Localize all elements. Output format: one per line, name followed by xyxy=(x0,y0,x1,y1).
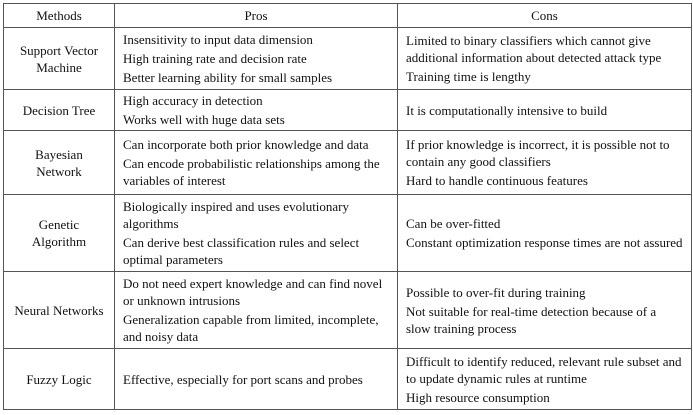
cons-item: Hard to handle continuous features xyxy=(406,173,588,188)
header-pros: Pros xyxy=(114,3,398,28)
table-row: Neural Networks Do not need expert knowle… xyxy=(3,271,692,349)
cons-cell: It is computationally intensive to build xyxy=(397,89,692,131)
pros-item: High training rate and decision rate xyxy=(123,51,307,66)
comparison-table: Methods Pros Cons Support Vector Machine… xyxy=(3,3,692,410)
cons-cell: Possible to over-fit during training Not … xyxy=(397,271,692,349)
cons-item: Constant optimization response times are… xyxy=(406,235,683,250)
method-cell: Fuzzy Logic xyxy=(3,348,115,410)
cons-item: Can be over-fitted xyxy=(406,216,501,231)
cons-item: Not suitable for real-time detection bec… xyxy=(406,303,657,336)
cons-item: If prior knowledge is incorrect, it is p… xyxy=(406,137,670,169)
cons-cell: Limited to binary classifiers which cann… xyxy=(397,27,692,90)
header-row: Methods Pros Cons xyxy=(3,3,692,28)
method-cell: Support Vector Machine xyxy=(3,27,115,90)
pros-item: Can encode probabilistic relationships a… xyxy=(123,156,380,188)
pros-item: Insensitivity to input data dimension xyxy=(123,32,313,47)
pros-cell: Effective, especially for port scans and… xyxy=(114,348,398,410)
pros-cell: Biologically inspired and uses evolution… xyxy=(114,194,398,272)
header-cons: Cons xyxy=(397,3,692,28)
cons-item: High resource consumption xyxy=(406,389,550,405)
pros-item: Can derive best classification rules and… xyxy=(123,235,360,267)
pros-cell: Do not need expert knowledge and can fin… xyxy=(114,271,398,349)
pros-cell: Can incorporate both prior knowledge and… xyxy=(114,130,398,195)
cons-cell: Can be over-fitted Constant optimization … xyxy=(397,194,692,272)
header-methods: Methods xyxy=(3,3,115,28)
cons-cell: Difficult to identify reduced, relevant … xyxy=(397,348,692,410)
method-cell: Genetic Algorithm xyxy=(3,194,115,272)
pros-item: Can incorporate both prior knowledge and… xyxy=(123,137,369,152)
cons-item: Training time is lengthy xyxy=(406,69,531,84)
cons-item: Possible to over-fit during training xyxy=(406,284,586,300)
pros-cell: High accuracy in detection Works well wit… xyxy=(114,89,398,131)
pros-item: Do not need expert knowledge and can fin… xyxy=(123,276,383,308)
method-cell: Neural Networks xyxy=(3,271,115,349)
table-row: Bayesian Network Can incorporate both pri… xyxy=(3,130,692,195)
table-row: Fuzzy Logic Effective, especially for por… xyxy=(3,348,692,410)
cons-item: Limited to binary classifiers which cann… xyxy=(406,33,662,65)
pros-item: Generalization capable from limited, inc… xyxy=(123,312,379,344)
pros-cell: Insensitivity to input data dimension Hig… xyxy=(114,27,398,90)
pros-item: High accuracy in detection xyxy=(123,93,263,108)
method-cell: Decision Tree xyxy=(3,89,115,131)
table-row: Support Vector Machine Insensitivity to i… xyxy=(3,27,692,90)
cons-item: It is computationally intensive to build xyxy=(406,102,608,118)
pros-item: Biologically inspired and uses evolution… xyxy=(123,199,350,231)
cons-cell: If prior knowledge is incorrect, it is p… xyxy=(397,130,692,195)
pros-item: Effective, especially for port scans and… xyxy=(123,371,363,387)
cons-item: Difficult to identify reduced, relevant … xyxy=(406,353,682,386)
pros-item: Works well with huge data sets xyxy=(123,112,285,127)
table-row: Genetic Algorithm Biologically inspired a… xyxy=(3,194,692,272)
method-cell: Bayesian Network xyxy=(3,130,115,195)
table-row: Decision Tree High accuracy in detection W… xyxy=(3,89,692,131)
pros-item: Better learning ability for small sample… xyxy=(123,70,333,85)
